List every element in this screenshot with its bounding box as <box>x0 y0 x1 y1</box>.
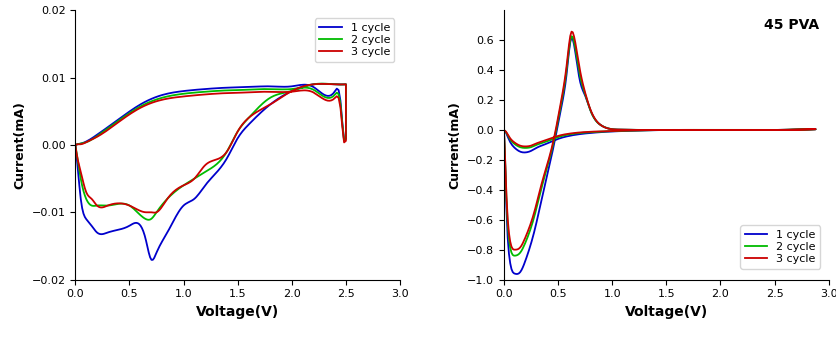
1 cycle <box>94 131 104 135</box>
2 cycle <box>498 128 508 132</box>
3 cycle <box>149 211 159 215</box>
1 cycle <box>76 142 86 146</box>
X-axis label: Voltage(V): Voltage(V) <box>196 305 279 319</box>
3 cycle <box>198 165 208 169</box>
3 cycle <box>290 87 300 91</box>
2 cycle <box>698 128 708 132</box>
3 cycle <box>722 128 732 132</box>
Legend: 1 cycle, 2 cycle, 3 cycle: 1 cycle, 2 cycle, 3 cycle <box>314 18 394 62</box>
Line: 3 cycle: 3 cycle <box>503 32 814 250</box>
2 cycle <box>325 82 335 86</box>
2 cycle <box>510 254 520 258</box>
3 cycle <box>76 142 86 146</box>
Line: 2 cycle: 2 cycle <box>75 84 345 220</box>
2 cycle <box>198 171 208 175</box>
1 cycle <box>316 82 326 86</box>
1 cycle <box>803 127 813 131</box>
2 cycle <box>290 88 300 92</box>
2 cycle <box>76 142 86 146</box>
2 cycle <box>144 218 154 222</box>
Line: 1 cycle: 1 cycle <box>75 84 345 260</box>
3 cycle <box>70 143 80 147</box>
Y-axis label: Current(mA): Current(mA) <box>448 101 461 189</box>
3 cycle <box>566 30 576 34</box>
1 cycle <box>511 272 521 276</box>
2 cycle <box>722 128 732 132</box>
1 cycle <box>698 128 708 132</box>
3 cycle <box>803 127 813 131</box>
2 cycle <box>663 128 673 132</box>
1 cycle <box>498 128 508 132</box>
2 cycle <box>566 34 576 38</box>
1 cycle <box>726 128 737 132</box>
2 cycle <box>559 77 569 81</box>
2 cycle <box>70 143 80 147</box>
2 cycle <box>316 81 326 86</box>
1 cycle <box>498 128 508 132</box>
3 cycle <box>663 128 673 132</box>
1 cycle <box>663 128 673 132</box>
2 cycle <box>803 127 813 131</box>
3 cycle <box>326 98 336 102</box>
1 cycle <box>566 36 576 40</box>
1 cycle <box>70 143 80 147</box>
1 cycle <box>325 82 335 86</box>
1 cycle <box>70 143 80 147</box>
Legend: 1 cycle, 2 cycle, 3 cycle: 1 cycle, 2 cycle, 3 cycle <box>740 225 818 269</box>
Line: 3 cycle: 3 cycle <box>75 84 345 213</box>
1 cycle <box>722 128 732 132</box>
2 cycle <box>726 128 737 132</box>
1 cycle <box>290 87 300 91</box>
1 cycle <box>326 93 336 97</box>
3 cycle <box>325 82 335 86</box>
2 cycle <box>70 143 80 147</box>
3 cycle <box>70 143 80 147</box>
Line: 1 cycle: 1 cycle <box>503 38 814 274</box>
Text: 45 PVA: 45 PVA <box>763 18 818 32</box>
Line: 2 cycle: 2 cycle <box>503 36 814 256</box>
1 cycle <box>198 186 208 190</box>
2 cycle <box>94 133 104 137</box>
3 cycle <box>510 248 520 252</box>
3 cycle <box>316 82 326 86</box>
X-axis label: Voltage(V): Voltage(V) <box>624 305 707 319</box>
3 cycle <box>726 128 737 132</box>
1 cycle <box>559 83 569 87</box>
2 cycle <box>498 128 508 132</box>
Y-axis label: Current(mA): Current(mA) <box>13 101 26 189</box>
3 cycle <box>698 128 708 132</box>
3 cycle <box>498 128 508 132</box>
1 cycle <box>146 258 156 262</box>
2 cycle <box>326 95 336 100</box>
3 cycle <box>94 134 104 138</box>
3 cycle <box>498 128 508 132</box>
3 cycle <box>559 74 569 78</box>
